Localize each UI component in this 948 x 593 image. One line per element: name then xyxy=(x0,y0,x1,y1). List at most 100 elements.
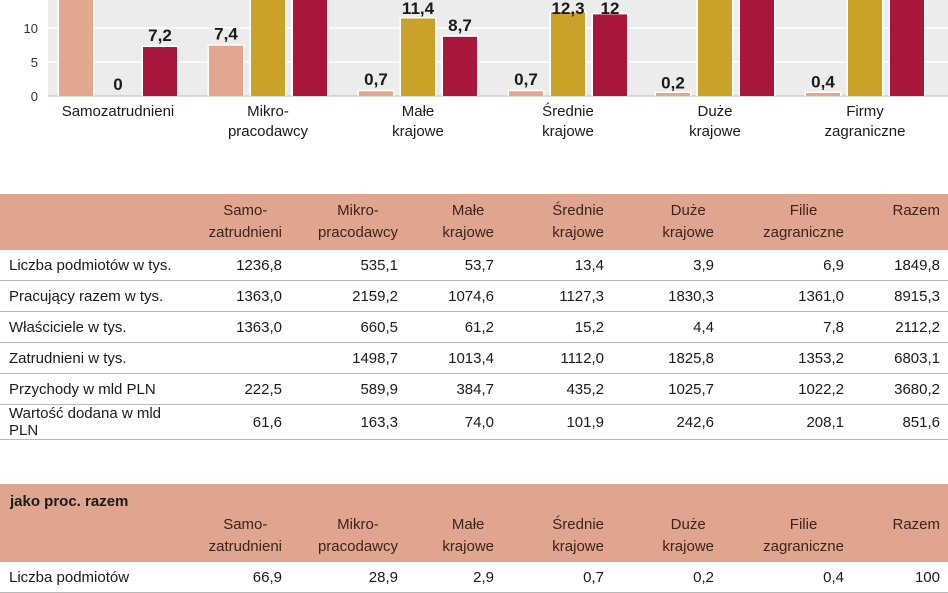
table-cell: 101,9 xyxy=(502,404,612,440)
table-cell: 535,1 xyxy=(290,250,406,281)
table-cell: 222,5 xyxy=(198,373,290,405)
table-cell: 2112,2 xyxy=(852,311,948,343)
table-cell: 242,6 xyxy=(612,404,722,440)
table-cell: 1363,0 xyxy=(198,280,290,312)
x-category-label: Samozatrudnieni xyxy=(62,103,175,120)
table-cell: 66,9 xyxy=(198,562,290,593)
bar xyxy=(656,93,690,96)
y-tick-label: 5 xyxy=(31,55,38,70)
row-label: Przychody w mld PLN xyxy=(0,373,198,405)
row-label: Właściciele w tys. xyxy=(0,311,198,343)
header-col-1: Mikro-pracodawcy xyxy=(290,510,406,562)
x-category-label: Małe xyxy=(402,103,435,120)
table-cell: 3,9 xyxy=(612,250,722,281)
table-row: Pracujący razem w tys. 1363,0 2159,2 107… xyxy=(0,280,948,312)
table-cell: 1074,6 xyxy=(406,280,502,312)
table-cell: 1025,7 xyxy=(612,373,722,405)
table-cell: 3680,2 xyxy=(852,373,948,405)
table-cell: 384,7 xyxy=(406,373,502,405)
bar xyxy=(593,14,627,96)
table-cell: 15,2 xyxy=(502,311,612,343)
table-cell: 1830,3 xyxy=(612,280,722,312)
y-tick-label: 10 xyxy=(24,21,38,36)
header-col-4: Duże krajowe xyxy=(612,510,722,562)
table-cell: 1498,7 xyxy=(290,342,406,374)
table-cell: 4,4 xyxy=(612,311,722,343)
x-category-label: zagraniczne xyxy=(825,123,906,140)
bar-chart-svg: 0 5 10 0 7,2 Samozatrudnieni 7,4 Mikro-pracodaw… xyxy=(24,0,948,140)
table-cell: 100 xyxy=(852,562,948,593)
table-cell: 0,2 xyxy=(612,562,722,593)
table-cell: 1363,0 xyxy=(198,311,290,343)
header-empty-cell xyxy=(0,510,198,562)
bar xyxy=(359,91,393,96)
table-cell: 435,2 xyxy=(502,373,612,405)
table-cell: 589,9 xyxy=(290,373,406,405)
table-row: Przychody w mld PLN 222,5 589,9 384,7 43… xyxy=(0,373,948,405)
header-col-6: Razem xyxy=(852,194,948,250)
row-label: Wartość dodana w mld PLN xyxy=(0,404,198,440)
bar xyxy=(443,36,477,96)
x-category-label: Średnie xyxy=(542,102,594,120)
table-cell: 851,6 xyxy=(852,404,948,440)
bar xyxy=(401,18,435,97)
bar xyxy=(251,0,285,96)
row-label: Pracujący razem w tys. xyxy=(0,280,198,312)
header-empty-cell xyxy=(0,194,198,250)
table-cell: 74,0 xyxy=(406,404,502,440)
data-label: 11,4 xyxy=(402,0,435,18)
table-cell: 163,3 xyxy=(290,404,406,440)
bar xyxy=(848,0,882,96)
bar xyxy=(59,0,93,96)
x-category-label: krajowe xyxy=(689,123,741,140)
table-row: Wartość dodana w mld PLN 61,6 163,3 74,0… xyxy=(0,404,948,440)
data-label: 0,2 xyxy=(661,74,685,93)
table-row: Zatrudnieni w tys. 1498,7 1013,4 1112,0 … xyxy=(0,342,948,374)
data-label: 12 xyxy=(601,0,620,18)
header-col-2: Małe krajowe xyxy=(406,510,502,562)
table-cell: 6803,1 xyxy=(852,342,948,374)
x-category-label: Duże xyxy=(697,103,732,120)
x-category-label: krajowe xyxy=(392,123,444,140)
table-cell: 0,4 xyxy=(722,562,852,593)
table-cell: 1353,2 xyxy=(722,342,852,374)
header-col-2: Małe krajowe xyxy=(406,194,502,250)
bar xyxy=(698,0,732,96)
header-col-4: Duże krajowe xyxy=(612,194,722,250)
header-col-0: Samo-zatrudnieni xyxy=(198,510,290,562)
table-cell: 2159,2 xyxy=(290,280,406,312)
header-col-5: Filie zagraniczne xyxy=(722,510,852,562)
table-cell xyxy=(198,342,290,374)
header-col-5: Filie zagraniczne xyxy=(722,194,852,250)
table-cell: 61,6 xyxy=(198,404,290,440)
header-col-0: Samo-zatrudnieni xyxy=(198,194,290,250)
row-label: Zatrudnieni w tys. xyxy=(0,342,198,374)
data-table: Samo-zatrudnieni Mikro-pracodawcy Małe kr… xyxy=(0,194,948,440)
bar xyxy=(551,12,585,96)
header-col-3: Średnie krajowe xyxy=(502,510,612,562)
table-row: Właściciele w tys. 1363,0 660,5 61,2 15,… xyxy=(0,311,948,343)
bar xyxy=(293,0,327,96)
x-category-label: pracodawcy xyxy=(228,123,309,140)
table-cell: 1825,8 xyxy=(612,342,722,374)
table-cell: 7,8 xyxy=(722,311,852,343)
x-category-label: Firmy xyxy=(846,103,884,120)
table-cell: 53,7 xyxy=(406,250,502,281)
data-label: 8,7 xyxy=(448,16,472,35)
table-header-row: Samo-zatrudnieni Mikro-pracodawcy Małe kr… xyxy=(0,194,948,250)
bar xyxy=(209,45,243,96)
header-col-1: Mikro-pracodawcy xyxy=(290,194,406,250)
bar xyxy=(143,47,177,96)
bar xyxy=(740,0,774,96)
bar xyxy=(509,91,543,96)
table-header-row: Samo-zatrudnieni Mikro-pracodawcy Małe kr… xyxy=(0,510,948,562)
y-tick-label: 0 xyxy=(31,89,38,104)
table-cell: 660,5 xyxy=(290,311,406,343)
table-cell: 8915,3 xyxy=(852,280,948,312)
data-label: 0,4 xyxy=(811,72,835,91)
table-cell: 1361,0 xyxy=(722,280,852,312)
table-cell: 2,9 xyxy=(406,562,502,593)
data-label: 7,2 xyxy=(148,26,172,45)
table-row: Liczba podmiotów 66,9 28,9 2,9 0,7 0,2 0… xyxy=(0,562,948,593)
data-label: 0 xyxy=(113,75,122,94)
